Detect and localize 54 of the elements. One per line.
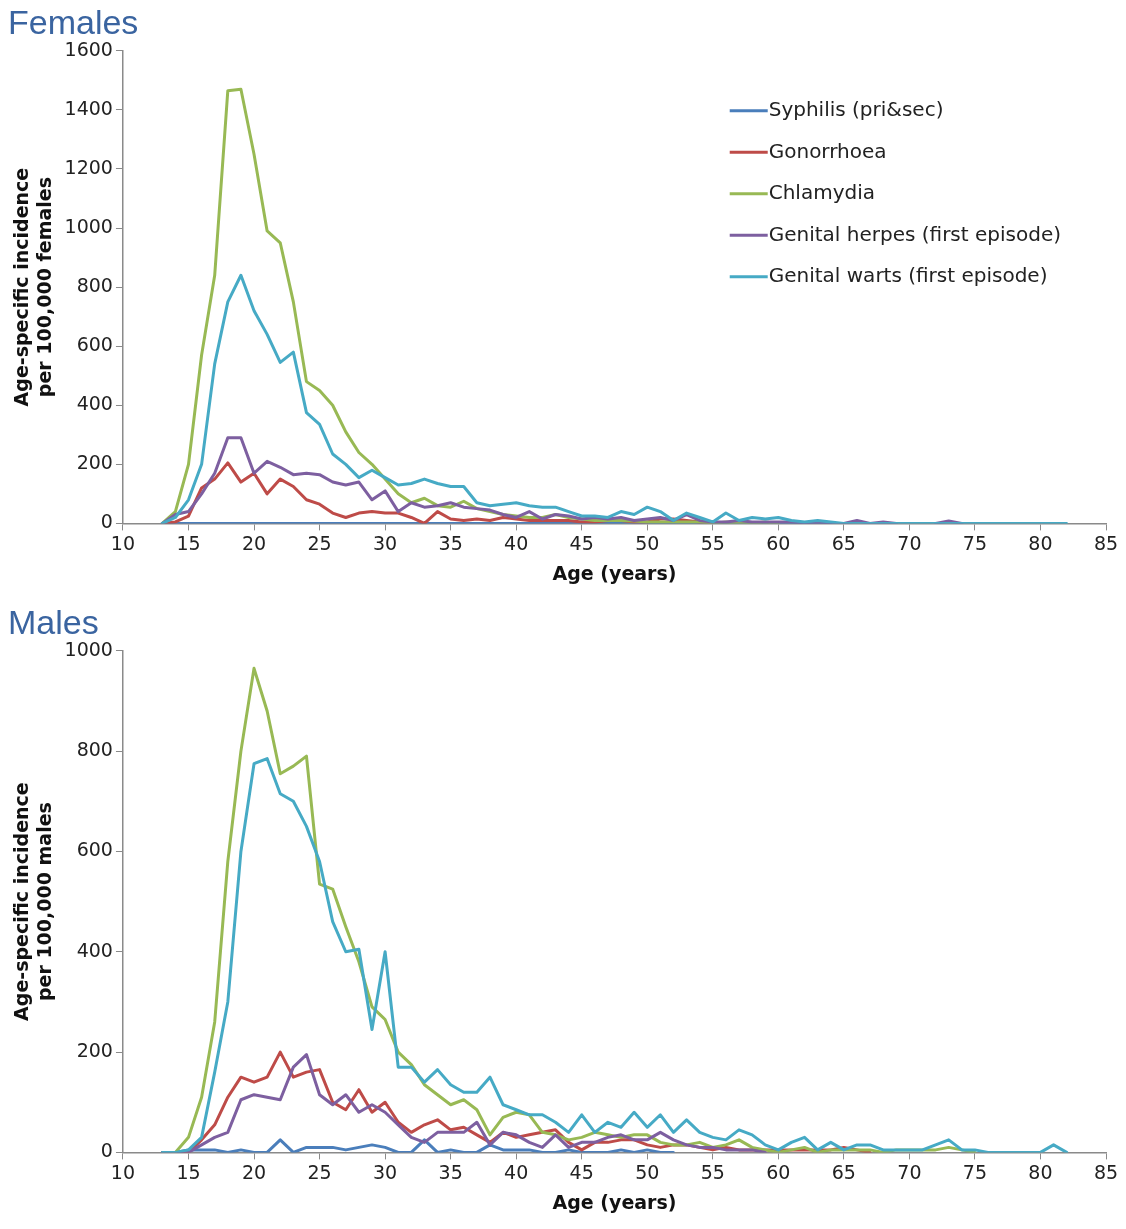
x-tick-label: 65 [831,1160,856,1183]
x-tick-label: 75 [962,1160,988,1183]
x-tick-label: 35 [438,1160,463,1183]
x-tick-label: 20 [241,531,267,554]
x-tick-label: 55 [700,1160,725,1183]
legend-label: Genital warts (first episode) [768,263,1048,287]
x-tick-label: 55 [700,531,725,554]
x-tick-label: 10 [110,1160,136,1183]
x-tick-label: 80 [1028,1160,1053,1183]
x-axis-title: Age (years) [552,1190,677,1213]
y-tick-label: 800 [76,274,113,297]
x-tick-label: 25 [307,1160,332,1183]
x-tick-label: 70 [897,531,922,554]
x-tick-label: 60 [766,531,791,554]
y-tick-label: 400 [76,392,113,415]
x-tick-label: 15 [176,531,201,554]
legend-label: Chlamydia [768,180,875,204]
x-tick-label: 45 [569,1160,594,1183]
y-axis-title: Age-specific incidence per 100,000 males [10,782,56,1021]
x-tick-label: 80 [1028,531,1053,554]
y-tick-label: 0 [100,510,113,533]
x-tick-label: 20 [241,1160,267,1183]
x-tick-label: 45 [569,531,594,554]
x-tick-label: 65 [831,531,856,554]
x-tick-label: 15 [176,1160,201,1183]
y-tick-label: 800 [76,738,113,761]
y-tick-label: 600 [76,333,113,356]
x-tick-label: 60 [766,1160,791,1183]
x-tick-label: 30 [373,531,398,554]
x-axis-title: Age (years) [552,561,677,584]
y-tick-label: 1200 [64,155,113,178]
x-tick-label: 50 [635,531,660,554]
y-tick-label: 1400 [64,96,113,119]
x-tick-label: 75 [962,531,988,554]
x-tick-label: 50 [635,1160,660,1183]
x-tick-label: 40 [504,1160,529,1183]
x-tick-label: 85 [1093,1160,1119,1183]
x-tick-label: 85 [1093,531,1119,554]
y-axis-title: Age-specific incidence per 100,000 females [10,167,56,407]
legend-label: Syphilis (pri&sec) [768,97,944,121]
y-tick-label: 600 [76,838,113,861]
x-tick-label: 35 [438,531,463,554]
x-tick-label: 40 [504,531,529,554]
legend-label: Gonorrhoea [768,138,887,163]
y-tick-label: 200 [76,1039,113,1062]
y-tick-label: 0 [100,1139,113,1162]
x-tick-label: 25 [307,531,332,554]
y-tick-label: 200 [76,451,113,474]
x-tick-label: 30 [373,1160,398,1183]
x-tick-label: 10 [110,531,136,554]
y-tick-label: 1000 [64,214,113,237]
x-tick-label: 70 [897,1160,922,1183]
y-tick-label: 400 [76,938,113,961]
legend-label: Genital herpes (first episode) [768,221,1062,246]
